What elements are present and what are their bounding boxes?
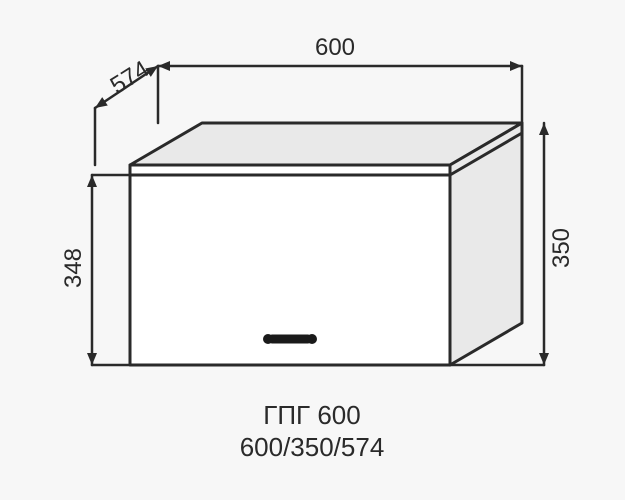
caption-dims: 600/350/574: [240, 432, 385, 463]
dim-width-label: 600: [315, 34, 355, 62]
dim-height-left-label: 348: [60, 248, 88, 288]
caption-title: ГПГ 600: [263, 400, 360, 431]
diagram-stage: 600 574 348 350 ГПГ 600 600/350/574: [0, 0, 625, 500]
dim-height-right-label: 350: [548, 228, 576, 268]
